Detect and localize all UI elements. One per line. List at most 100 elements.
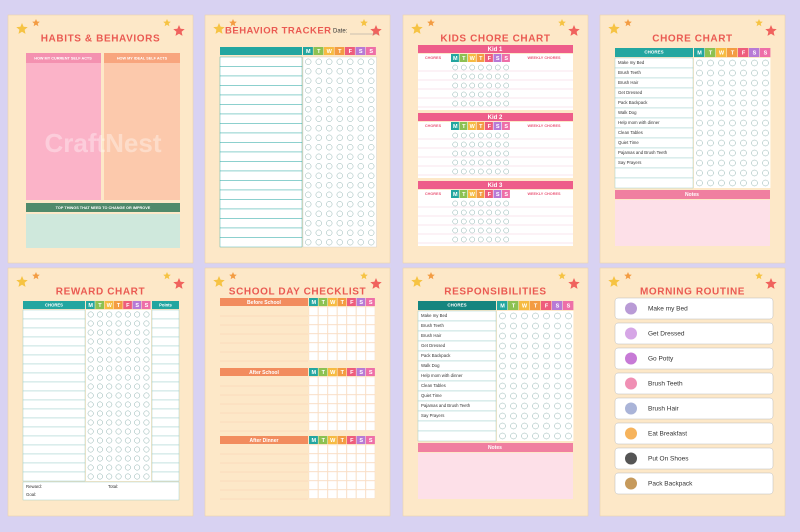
day-label: T: [479, 192, 483, 198]
check-box: [327, 376, 338, 386]
check-circle: [751, 159, 758, 167]
check-circle: [554, 312, 561, 320]
check-circle: [469, 100, 476, 107]
check-circle: [305, 220, 312, 227]
day-label: T: [322, 370, 326, 376]
check-box: [308, 480, 319, 490]
check-circle: [532, 422, 539, 430]
current-header: [26, 53, 101, 63]
star: [370, 278, 382, 289]
check-circle: [718, 69, 725, 77]
check-circle: [347, 201, 354, 208]
day-header: [328, 298, 337, 306]
chore-item: Pajamas and Brush Teeth: [421, 403, 471, 408]
check-circle: [696, 119, 703, 127]
check-circle: [106, 374, 113, 381]
check-circle: [87, 356, 94, 363]
check-circle: [305, 210, 312, 217]
check-circle: [510, 362, 517, 370]
check-circle: [106, 410, 113, 417]
check-circle: [486, 218, 493, 225]
check-circle: [729, 89, 736, 97]
day-header: [328, 368, 337, 376]
day-label: W: [719, 50, 725, 56]
check-box: [327, 306, 338, 316]
check-circle: [315, 191, 322, 198]
label: After Dinner: [250, 438, 279, 444]
check-circle: [124, 392, 131, 399]
day-label: T: [731, 50, 735, 56]
check-circle: [305, 182, 312, 189]
check-circle: [305, 134, 312, 141]
check-circle: [115, 374, 122, 381]
check-box: [337, 412, 347, 422]
check-box: [337, 403, 347, 413]
check-circle: [336, 106, 343, 113]
check-box: [356, 333, 366, 343]
check-circle: [486, 141, 493, 148]
check-circle: [106, 473, 113, 480]
check-circle: [347, 134, 354, 141]
check-circle: [336, 172, 343, 179]
check-circle: [134, 410, 141, 417]
check-circle: [503, 159, 510, 166]
check-circle: [696, 109, 703, 117]
check-circle: [751, 129, 758, 137]
star: [765, 278, 777, 289]
day-header: [95, 301, 104, 309]
row: [22, 462, 86, 473]
check-circle: [477, 150, 484, 157]
day-header: [132, 301, 142, 309]
chore-item: Clean Tables: [618, 130, 643, 135]
check-circle: [532, 432, 539, 440]
check-box: [318, 462, 328, 472]
check-box: [346, 471, 357, 481]
day-header: [366, 436, 375, 444]
check-circle: [486, 236, 493, 243]
day-header: [502, 190, 510, 198]
check-circle: [751, 169, 758, 177]
day-label: S: [145, 303, 149, 309]
check-circle: [106, 329, 113, 336]
check-circle: [707, 139, 714, 147]
check-circle: [336, 239, 343, 246]
check-circle: [106, 338, 113, 345]
check-circle: [143, 473, 150, 480]
check-circle: [326, 172, 333, 179]
check-circle: [469, 64, 476, 71]
day-label: T: [709, 50, 713, 56]
day-header: [328, 436, 337, 444]
check-circle: [565, 322, 572, 330]
check-circle: [106, 428, 113, 435]
check-circle: [347, 229, 354, 236]
check-circle: [347, 125, 354, 132]
check-circle: [762, 149, 769, 157]
check-circle: [336, 210, 343, 217]
day-label: M: [311, 438, 316, 444]
row: [22, 372, 86, 383]
check-circle: [368, 191, 375, 198]
check-circle: [357, 172, 364, 179]
check-circle: [494, 227, 501, 234]
check-circle: [97, 374, 103, 381]
header-bar: [23, 301, 85, 309]
check-circle: [357, 134, 364, 141]
check-box: [308, 324, 319, 334]
day-label: S: [359, 49, 363, 55]
check-box: [365, 421, 376, 431]
row: [22, 390, 86, 401]
check-circle: [87, 446, 94, 453]
check-circle: [326, 191, 333, 198]
check-circle: [503, 236, 510, 243]
check-circle: [97, 455, 103, 462]
check-circle: [521, 412, 528, 420]
check-box: [346, 421, 357, 431]
check-circle: [143, 374, 150, 381]
check-box: [356, 453, 366, 463]
page-title: KIDS CHORE CHART: [440, 34, 550, 45]
check-box: [365, 385, 376, 395]
check-circle: [477, 132, 484, 139]
check-circle: [565, 382, 572, 390]
check-circle: [87, 455, 94, 462]
header-bar: [152, 301, 179, 309]
